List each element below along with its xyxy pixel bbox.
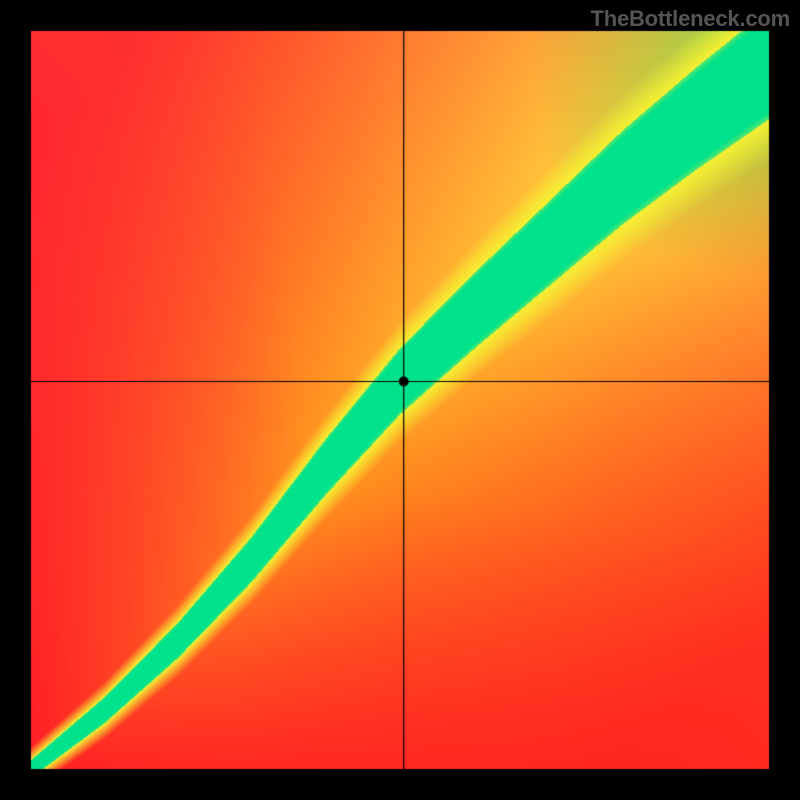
chart-container: TheBottleneck.com xyxy=(0,0,800,800)
watermark-text: TheBottleneck.com xyxy=(590,6,790,32)
heatmap-canvas xyxy=(0,0,800,800)
